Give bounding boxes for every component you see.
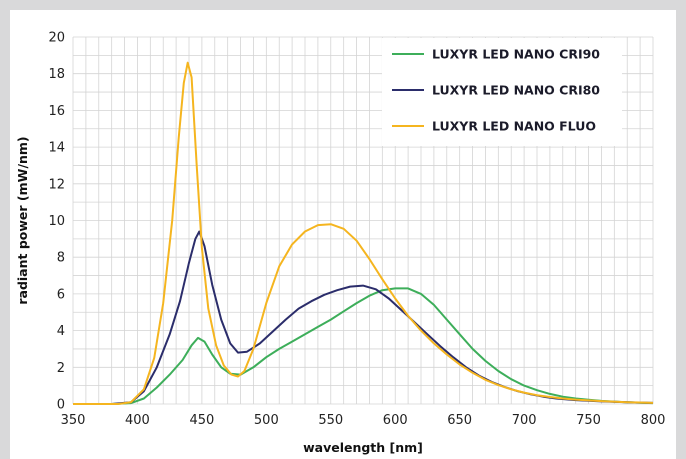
y-tick-label: 12 bbox=[48, 177, 65, 192]
x-tick-label: 400 bbox=[125, 413, 150, 428]
y-tick-label: 10 bbox=[48, 214, 65, 229]
y-tick-label: 18 bbox=[48, 67, 65, 82]
y-tick-label: 0 bbox=[57, 398, 65, 413]
x-tick-label: 650 bbox=[447, 413, 472, 428]
y-tick-label: 20 bbox=[48, 31, 65, 46]
x-tick-label: 700 bbox=[512, 413, 537, 428]
chart-card: 0 2 4 6 8 10 12 14 16 18 20 350 400 450 500 550 600 650 70… bbox=[10, 10, 676, 459]
y-tick-label: 2 bbox=[57, 361, 65, 376]
legend-box bbox=[382, 38, 622, 146]
y-tick-label: 4 bbox=[57, 324, 65, 339]
x-tick-label: 750 bbox=[576, 413, 601, 428]
x-axis-title: wavelength [nm] bbox=[303, 440, 423, 455]
legend-label-1: LUXYR LED NANO CRI90 bbox=[432, 47, 600, 62]
x-tick-label: 350 bbox=[61, 413, 86, 428]
y-tick-label: 6 bbox=[57, 287, 65, 302]
x-tick-label: 550 bbox=[318, 413, 343, 428]
y-tick-label: 8 bbox=[57, 251, 65, 266]
y-axis-title: radiant power (mW/nm) bbox=[15, 136, 30, 304]
x-tick-label: 500 bbox=[254, 413, 279, 428]
y-tick-label: 16 bbox=[48, 104, 65, 119]
series-line-3 bbox=[73, 61, 654, 405]
x-tick-label: 800 bbox=[641, 413, 666, 428]
x-tick-label: 600 bbox=[383, 413, 408, 428]
spectrum-chart: 0 2 4 6 8 10 12 14 16 18 20 350 400 450 500 550 600 650 70… bbox=[15, 31, 666, 456]
legend-label-2: LUXYR LED NANO CRI80 bbox=[432, 83, 600, 98]
x-tick-label: 450 bbox=[189, 413, 214, 428]
series-line-1 bbox=[73, 287, 654, 405]
y-tick-label: 14 bbox=[48, 141, 65, 156]
legend-label-3: LUXYR LED NANO FLUO bbox=[432, 119, 596, 134]
